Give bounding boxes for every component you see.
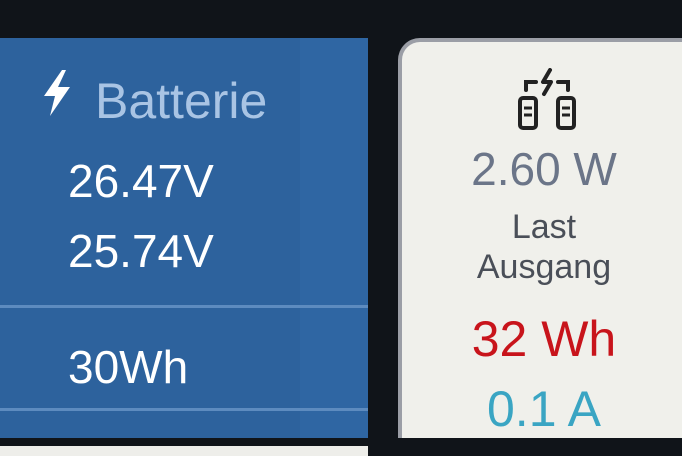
load-label-line-2: Ausgang	[476, 248, 612, 286]
battery-panel[interactable]: Batterie 26.47V 25.74V 30Wh	[0, 38, 368, 438]
battery-divider-bottom	[0, 408, 368, 411]
bottom-bar	[378, 438, 682, 456]
battery-voltage-2: 25.74V	[68, 225, 214, 277]
battery-voltage-1: 26.47V	[68, 155, 214, 207]
bottom-strip	[0, 446, 368, 456]
battery-energy: 30Wh	[68, 341, 189, 393]
battery-title: Batterie	[95, 73, 268, 129]
lightning-bolt-icon	[44, 70, 70, 116]
dc-load-panel[interactable]: 2.60 W Last Ausgang 32 Wh 0.1 A	[398, 38, 682, 456]
load-power: 2.60 W	[471, 143, 617, 195]
load-current: 0.1 A	[487, 381, 601, 437]
load-energy: 32 Wh	[471, 311, 617, 367]
load-label-line-1: Last	[511, 208, 577, 246]
dc-load-plug-icon	[518, 68, 576, 130]
battery-divider	[0, 305, 368, 308]
